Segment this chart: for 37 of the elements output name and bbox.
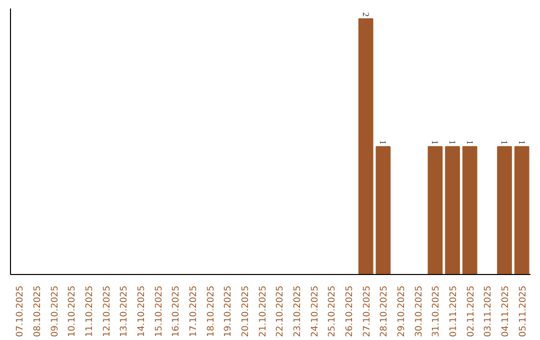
x-tick-label: 18.10.2025 [206, 286, 216, 338]
x-tick-label: 10.10.2025 [68, 286, 78, 338]
x-tick-label: 12.10.2025 [102, 286, 112, 338]
data-label: 1 [448, 140, 458, 145]
data-label: 1 [516, 140, 527, 145]
x-tick-label: 13.10.2025 [120, 286, 130, 338]
x-tick-label: 22.10.2025 [276, 286, 286, 338]
x-tick-label: 31.10.2025 [432, 286, 442, 338]
x-tick-label: 26.10.2025 [345, 286, 355, 338]
x-tick-label: 21.10.2025 [258, 286, 268, 338]
x-tick-label: 19.10.2025 [224, 286, 234, 338]
x-tick-label: 24.10.2025 [310, 286, 320, 338]
x-tick-label: 09.10.2025 [50, 286, 60, 338]
x-tick-label: 29.10.2025 [397, 286, 407, 338]
data-label: 1 [378, 140, 388, 145]
x-tick-label: 27.10.2025 [362, 286, 372, 338]
x-tick-label: 02.11.2025 [466, 286, 476, 338]
x-tick-label: 20.10.2025 [241, 286, 251, 338]
x-tick-label: 03.11.2025 [484, 286, 494, 338]
x-tick-label: 07.10.2025 [16, 286, 26, 338]
x-tick-label: 01.11.2025 [449, 286, 459, 338]
x-tick-label: 08.10.2025 [33, 286, 43, 338]
x-tick-label: 05.11.2025 [518, 286, 528, 338]
data-label: 2 [360, 12, 371, 17]
x-tick-label: 15.10.2025 [154, 286, 164, 338]
x-tick-label: 17.10.2025 [189, 286, 199, 338]
x-tick-label: 11.10.2025 [85, 286, 95, 338]
data-label: 1 [500, 140, 510, 145]
data-label: 1 [464, 140, 475, 145]
data-label: 1 [430, 140, 440, 145]
x-tick-label: 25.10.2025 [328, 286, 338, 338]
x-tick-label: 28.10.2025 [380, 286, 390, 338]
x-tick-label: 30.10.2025 [414, 286, 424, 338]
x-tick-label: 04.11.2025 [501, 286, 511, 338]
x-tick-label: 14.10.2025 [137, 286, 147, 338]
x-tick-label: 16.10.2025 [172, 286, 182, 338]
x-tick-label: 23.10.2025 [293, 286, 303, 338]
